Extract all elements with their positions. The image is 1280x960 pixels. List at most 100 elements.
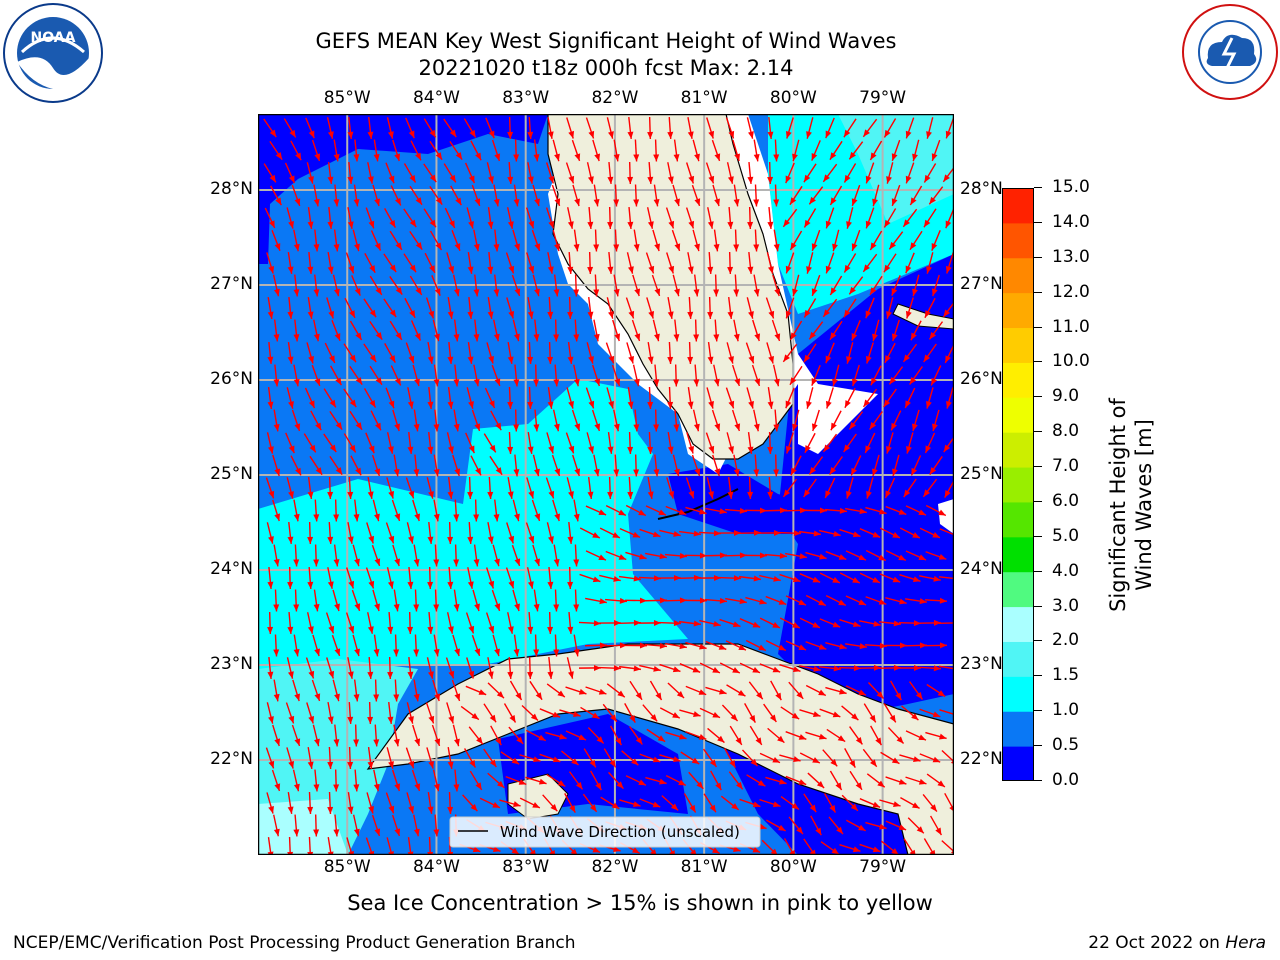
wave-direction-arrow <box>825 252 835 274</box>
wave-direction-arrow <box>766 342 775 364</box>
wave-direction-arrow <box>746 297 754 319</box>
wave-direction-arrow <box>293 634 300 657</box>
wave-direction-arrow <box>653 139 660 162</box>
wave-direction-arrow <box>832 364 840 387</box>
wave-direction-arrow <box>352 634 360 657</box>
wave-direction-arrow <box>565 162 575 184</box>
wave-direction-arrow <box>492 544 500 567</box>
wave-direction-arrow <box>606 117 614 139</box>
colorbar-tick-mark <box>1034 745 1042 747</box>
wave-direction-arrow <box>899 527 921 539</box>
colorbar-tick-label: 13.0 <box>1052 246 1090 267</box>
wave-direction-arrow <box>788 816 804 835</box>
wave-direction-arrow <box>613 229 620 252</box>
wave-direction-arrow <box>865 549 887 562</box>
colorbar-tick-label: 0.5 <box>1052 735 1080 756</box>
wave-direction-arrow <box>532 454 540 477</box>
wave-direction-arrow <box>513 364 520 387</box>
wave-direction-arrow <box>525 207 535 229</box>
wave-direction-arrow <box>931 274 940 297</box>
wave-direction-arrow <box>411 769 421 792</box>
wave-direction-arrow <box>409 275 423 296</box>
wave-direction-arrow <box>313 499 320 522</box>
colorbar-tick-mark <box>1034 291 1042 293</box>
wave-direction-arrow <box>879 573 901 583</box>
wave-direction-arrow <box>905 730 927 741</box>
wave-direction-arrow <box>773 409 780 432</box>
wave-direction-arrow <box>500 751 520 765</box>
wave-direction-arrow <box>928 321 944 340</box>
wave-direction-arrow <box>325 612 335 634</box>
wave-direction-arrow <box>464 748 476 768</box>
wave-direction-arrow <box>613 184 620 207</box>
wave-direction-arrow <box>352 544 360 567</box>
wave-direction-arrow <box>547 117 554 139</box>
wave-direction-arrow <box>712 454 721 477</box>
wave-direction-arrow <box>782 478 798 498</box>
wave-direction-arrow <box>305 657 315 679</box>
wave-direction-arrow <box>287 342 294 364</box>
lat-tick-left: 22°N <box>210 749 253 769</box>
colorbar-cell <box>1002 467 1034 503</box>
wave-direction-arrow <box>347 746 354 770</box>
wave-direction-arrow <box>747 476 754 500</box>
wave-direction-arrow <box>627 431 634 455</box>
wave-direction-arrow <box>390 185 402 206</box>
wave-direction-arrow <box>313 769 320 792</box>
wave-direction-arrow <box>585 550 607 561</box>
wave-direction-arrow <box>351 275 361 296</box>
wave-direction-arrow <box>450 185 462 206</box>
wave-direction-arrow <box>427 566 434 590</box>
wave-direction-arrow <box>886 162 894 184</box>
wave-direction-arrow <box>290 140 302 161</box>
wave-direction-arrow <box>545 207 555 229</box>
colorbar-tick-mark <box>1034 500 1042 502</box>
wave-direction-arrow <box>447 566 454 590</box>
wave-direction-arrow <box>573 589 580 612</box>
wave-direction-arrow <box>393 634 400 657</box>
no-data-halo-bahamas <box>798 354 878 454</box>
wave-direction-arrow <box>444 207 456 229</box>
wave-direction-arrow <box>532 274 540 297</box>
wave-direction-arrow <box>665 207 675 229</box>
wave-direction-arrow <box>646 728 666 743</box>
wave-direction-arrow <box>493 274 500 297</box>
lat-tick-left: 26°N <box>210 369 253 389</box>
wave-direction-arrow <box>347 522 354 544</box>
wave-direction-arrow <box>767 161 774 185</box>
wave-direction-arrow <box>618 665 642 672</box>
wave-direction-arrow <box>387 611 394 635</box>
wave-direction-arrow <box>905 776 927 785</box>
wave-direction-arrow <box>287 521 294 545</box>
wave-direction-arrow <box>704 597 728 604</box>
wave-direction-arrow <box>606 387 614 409</box>
wave-direction-arrow <box>825 342 835 364</box>
wave-direction-arrow <box>507 342 514 364</box>
colorbar-tick-label: 15.0 <box>1052 177 1090 197</box>
wave-direction-arrow <box>883 388 897 408</box>
wave-direction-arrow <box>611 364 621 387</box>
wave-direction-arrow <box>619 799 641 808</box>
wave-direction-arrow <box>467 252 474 274</box>
lon-tick-top: 79°W <box>859 88 907 108</box>
wave-direction-arrow <box>547 387 554 409</box>
chart-title: GEFS MEAN Key West Significant Height of… <box>315 29 897 53</box>
wave-direction-arrow <box>661 795 679 811</box>
wave-direction-arrow <box>785 595 807 606</box>
wave-direction-arrow <box>819 618 841 628</box>
wave-direction-arrow <box>726 342 734 364</box>
wave-direction-arrow <box>409 185 423 206</box>
colorbar-tick-label: 4.0 <box>1052 560 1080 581</box>
wave-direction-arrow <box>405 747 415 769</box>
wave-direction-arrow <box>850 455 862 476</box>
colorbar-tick-label: 10.0 <box>1052 351 1090 372</box>
wave-direction-arrow <box>752 319 761 342</box>
wave-direction-arrow <box>841 705 859 721</box>
wave-direction-arrow <box>552 229 560 252</box>
wave-direction-arrow <box>292 679 301 702</box>
wave-direction-arrow <box>733 274 740 297</box>
wave-direction-arrow <box>685 506 707 515</box>
wave-direction-arrow <box>273 814 280 837</box>
wave-direction-arrow <box>705 507 727 515</box>
wave-direction-arrow <box>571 139 581 162</box>
